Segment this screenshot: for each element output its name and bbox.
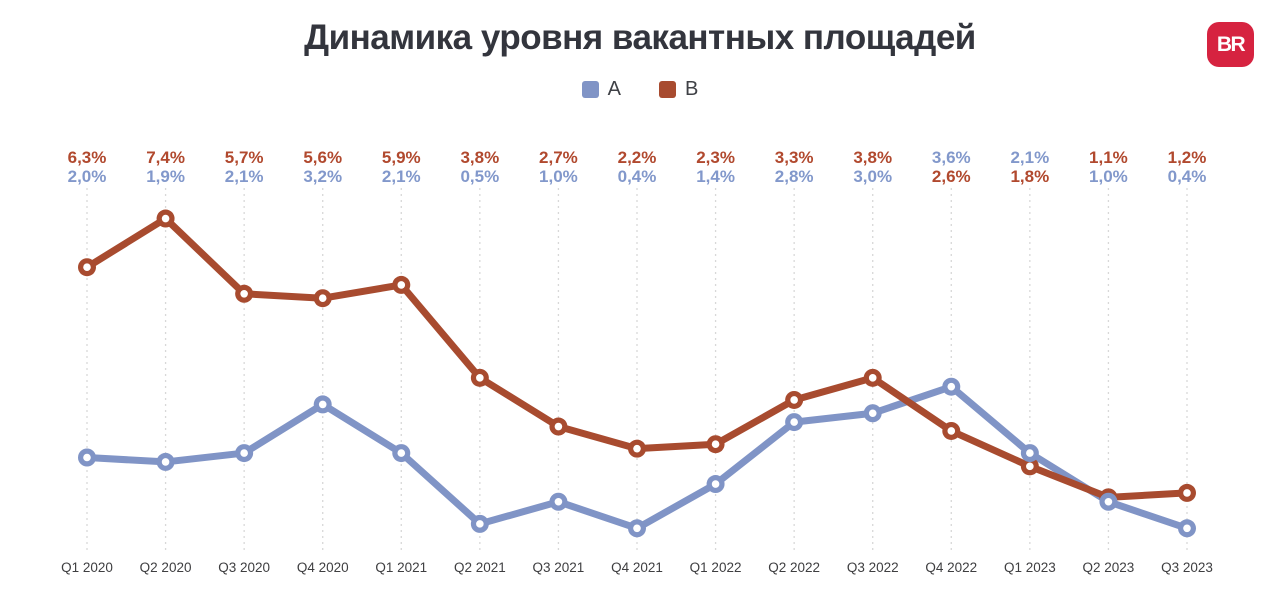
brand-logo-text: BR <box>1216 32 1246 56</box>
marker-center-A-Q4-2022 <box>947 382 956 391</box>
value-label-B-Q3-2022: 3,8% <box>853 148 892 167</box>
marker-center-B-Q1-2021 <box>397 281 406 289</box>
legend-swatch-b-icon <box>659 81 676 98</box>
value-label-A-Q1-2021: 2,1% <box>382 167 421 186</box>
legend-item-b: B <box>659 78 698 101</box>
value-label-B-Q2-2023: 1,1% <box>1089 148 1128 167</box>
x-axis-label-Q1-2023: Q1 2023 <box>1004 560 1056 575</box>
x-axis-label-Q4-2022: Q4 2022 <box>925 560 977 575</box>
chart-legend: A B <box>0 78 1280 101</box>
marker-center-B-Q3-2021 <box>554 422 563 431</box>
brand-logo: BR <box>1207 22 1254 67</box>
marker-center-B-Q3-2022 <box>868 374 877 382</box>
marker-center-A-Q1-2023 <box>1026 449 1034 457</box>
page-title: Динамика уровня вакантных площадей <box>304 18 976 57</box>
value-label-A-Q4-2022: 3,6% <box>932 148 971 167</box>
value-label-A-Q3-2023: 0,4% <box>1168 167 1207 186</box>
value-label-A-Q2-2021: 0,5% <box>460 167 499 186</box>
marker-center-A-Q3-2021 <box>554 497 563 506</box>
x-axis-label-Q1-2022: Q1 2022 <box>690 560 742 575</box>
x-axis-label-Q2-2022: Q2 2022 <box>768 560 820 575</box>
x-axis-label-Q1-2020: Q1 2020 <box>61 560 113 575</box>
marker-center-B-Q1-2022 <box>711 440 720 449</box>
x-axis-label-Q3-2023: Q3 2023 <box>1161 560 1213 575</box>
marker-center-A-Q1-2020 <box>83 453 91 462</box>
value-label-A-Q3-2021: 1,0% <box>539 167 578 186</box>
marker-center-B-Q1-2023 <box>1026 462 1034 471</box>
value-label-B-Q2-2021: 3,8% <box>460 148 499 167</box>
marker-center-B-Q4-2020 <box>318 294 327 303</box>
value-label-B-Q3-2023: 1,2% <box>1168 148 1207 167</box>
value-label-A-Q2-2023: 1,0% <box>1089 167 1128 186</box>
value-label-A-Q3-2022: 3,0% <box>853 167 892 186</box>
x-axis-label-Q3-2021: Q3 2021 <box>533 560 585 575</box>
value-label-B-Q3-2020: 5,7% <box>225 148 264 167</box>
value-label-B-Q2-2020: 7,4% <box>146 148 185 167</box>
x-axis-label-Q3-2020: Q3 2020 <box>218 560 270 575</box>
marker-center-A-Q2-2022 <box>790 418 798 426</box>
marker-center-B-Q2-2020 <box>161 214 170 223</box>
value-label-B-Q1-2021: 5,9% <box>382 148 421 167</box>
marker-center-A-Q1-2022 <box>711 480 720 488</box>
value-label-A-Q1-2020: 2,0% <box>68 167 107 186</box>
value-label-B-Q1-2022: 2,3% <box>696 148 735 167</box>
x-axis-label-Q2-2023: Q2 2023 <box>1083 560 1135 575</box>
marker-center-A-Q2-2023 <box>1104 497 1113 506</box>
marker-center-B-Q3-2023 <box>1183 489 1191 497</box>
value-label-B-Q4-2021: 2,2% <box>618 148 657 167</box>
value-label-B-Q1-2023: 1,8% <box>1010 167 1049 186</box>
value-label-A-Q4-2021: 0,4% <box>618 167 657 186</box>
x-axis-label-Q2-2020: Q2 2020 <box>140 560 192 575</box>
x-axis-label-Q3-2022: Q3 2022 <box>847 560 899 575</box>
marker-center-A-Q2-2021 <box>476 520 484 528</box>
value-label-A-Q3-2020: 2,1% <box>225 167 264 186</box>
value-label-B-Q3-2021: 2,7% <box>539 148 578 167</box>
marker-center-A-Q2-2020 <box>161 458 170 466</box>
x-axis-label-Q2-2021: Q2 2021 <box>454 560 506 575</box>
legend-item-a: A <box>581 78 621 101</box>
value-label-A-Q4-2020: 3,2% <box>303 167 342 186</box>
marker-center-A-Q4-2020 <box>318 400 327 409</box>
value-label-A-Q2-2022: 2,8% <box>775 167 814 186</box>
marker-center-B-Q2-2021 <box>476 374 484 382</box>
marker-center-B-Q4-2022 <box>947 427 956 435</box>
marker-center-B-Q4-2021 <box>633 444 641 453</box>
value-label-B-Q1-2020: 6,3% <box>68 148 107 167</box>
value-label-A-Q2-2020: 1,9% <box>146 167 185 186</box>
marker-center-A-Q1-2021 <box>397 449 406 457</box>
marker-center-A-Q3-2022 <box>868 409 877 418</box>
marker-center-A-Q4-2021 <box>633 524 641 533</box>
value-label-A-Q1-2023: 2,1% <box>1010 148 1049 167</box>
x-axis-label-Q1-2021: Q1 2021 <box>375 560 427 575</box>
legend-swatch-a-icon <box>581 81 599 98</box>
marker-center-A-Q3-2023 <box>1183 524 1191 533</box>
legend-label-a: A <box>607 78 621 100</box>
marker-center-B-Q3-2020 <box>240 289 248 298</box>
value-label-A-Q1-2022: 1,4% <box>696 167 735 186</box>
x-axis-label-Q4-2021: Q4 2021 <box>611 560 663 575</box>
value-label-B-Q4-2022: 2,6% <box>932 167 971 186</box>
marker-center-B-Q2-2022 <box>790 396 798 404</box>
x-axis-label-Q4-2020: Q4 2020 <box>297 560 349 575</box>
value-label-B-Q4-2020: 5,6% <box>303 148 342 167</box>
marker-center-B-Q1-2020 <box>83 263 91 272</box>
marker-center-A-Q3-2020 <box>240 449 248 457</box>
value-label-B-Q2-2022: 3,3% <box>775 148 814 167</box>
legend-label-b: B <box>685 78 699 100</box>
